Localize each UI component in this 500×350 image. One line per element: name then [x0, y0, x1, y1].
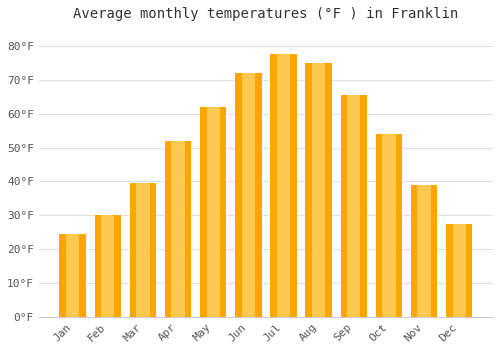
- Bar: [340, 95, 367, 317]
- Bar: [446, 224, 472, 317]
- Bar: [382, 134, 396, 317]
- Bar: [165, 141, 191, 317]
- Bar: [312, 63, 325, 317]
- Bar: [101, 215, 114, 317]
- Bar: [200, 107, 226, 317]
- Bar: [347, 95, 360, 317]
- Bar: [94, 215, 121, 317]
- Bar: [60, 234, 86, 317]
- Bar: [270, 55, 296, 317]
- Bar: [411, 185, 438, 317]
- Bar: [130, 183, 156, 317]
- Bar: [235, 73, 262, 317]
- Bar: [206, 107, 220, 317]
- Bar: [418, 185, 430, 317]
- Bar: [242, 73, 255, 317]
- Bar: [277, 55, 290, 317]
- Bar: [66, 234, 79, 317]
- Bar: [452, 224, 466, 317]
- Bar: [172, 141, 184, 317]
- Bar: [376, 134, 402, 317]
- Title: Average monthly temperatures (°F ) in Franklin: Average monthly temperatures (°F ) in Fr…: [74, 7, 458, 21]
- Bar: [136, 183, 149, 317]
- Bar: [306, 63, 332, 317]
